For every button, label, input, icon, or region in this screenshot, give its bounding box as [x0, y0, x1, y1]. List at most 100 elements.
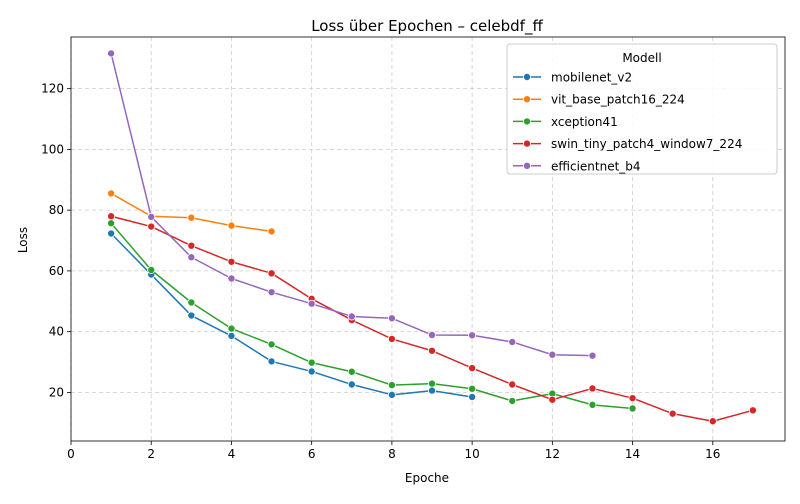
y-tick-label: 100 [41, 142, 64, 156]
data-point-swin-tiny-patch4-window7-224 [708, 417, 717, 426]
data-point-mobilenet-v2 [468, 392, 477, 401]
data-point-swin-tiny-patch4-window7-224 [628, 394, 637, 403]
plot-frame [70, 36, 786, 442]
data-point-vit-base-patch16-224 [227, 221, 236, 230]
data-point-mobilenet-v2 [267, 357, 276, 366]
data-point-xception41 [628, 404, 637, 413]
data-point-xception41 [387, 381, 396, 390]
y-tick-label: 80 [49, 203, 64, 217]
y-tick-label: 120 [41, 82, 64, 96]
data-point-efficientnet-b4 [387, 314, 396, 323]
x-tick-label: 10 [464, 447, 479, 461]
data-point-mobilenet-v2 [227, 331, 236, 340]
series-layer [107, 49, 757, 426]
data-point-swin-tiny-patch4-window7-224 [748, 406, 757, 415]
x-tick-label: 16 [705, 447, 720, 461]
data-point-efficientnet-b4 [107, 49, 116, 58]
data-point-xception41 [347, 367, 356, 376]
data-point-xception41 [468, 384, 477, 393]
data-point-swin-tiny-patch4-window7-224 [588, 384, 597, 393]
legend-swatch-marker [523, 95, 532, 104]
legend-label: xception41 [551, 115, 618, 129]
data-point-swin-tiny-patch4-window7-224 [267, 269, 276, 278]
data-point-efficientnet-b4 [227, 274, 236, 283]
data-point-swin-tiny-patch4-window7-224 [668, 409, 677, 418]
legend-swatch-marker [523, 117, 532, 126]
data-point-swin-tiny-patch4-window7-224 [428, 346, 437, 355]
x-tick-label: 6 [308, 447, 316, 461]
data-point-swin-tiny-patch4-window7-224 [508, 380, 517, 389]
data-point-efficientnet-b4 [588, 351, 597, 360]
legend-title: Modell [622, 51, 661, 65]
data-point-mobilenet-v2 [187, 311, 196, 320]
legend-item-xception41: xception41 [513, 115, 618, 129]
data-point-efficientnet-b4 [468, 331, 477, 340]
data-point-vit-base-patch16-224 [107, 189, 116, 198]
x-tick-label: 12 [545, 447, 560, 461]
data-point-mobilenet-v2 [347, 380, 356, 389]
y-tick-label: 40 [49, 325, 64, 339]
data-point-xception41 [588, 400, 597, 409]
x-tick-label: 0 [67, 447, 75, 461]
legend-box [506, 43, 778, 175]
legend-swatch-marker [523, 161, 532, 170]
series-line-xception41 [110, 222, 633, 410]
data-point-xception41 [428, 379, 437, 388]
data-point-xception41 [267, 340, 276, 349]
x-tick-label: 4 [228, 447, 236, 461]
data-point-efficientnet-b4 [428, 330, 437, 339]
legend-swatch-marker [523, 139, 532, 148]
data-point-efficientnet-b4 [187, 253, 196, 262]
legend: Modell mobilenet_v2 vit_base_patch16_224x… [506, 43, 778, 175]
chart-title: Loss über Epochen – celebdf_ff [311, 17, 543, 36]
data-point-xception41 [227, 324, 236, 333]
y-tick-label: 60 [49, 264, 64, 278]
data-point-vit-base-patch16-224 [187, 213, 196, 222]
legend-label: vit_base_patch16_224 [551, 93, 685, 107]
data-point-mobilenet-v2 [307, 367, 316, 376]
series-efficientnet-b4 [107, 49, 597, 360]
data-point-mobilenet-v2 [107, 229, 116, 238]
data-point-swin-tiny-patch4-window7-224 [548, 395, 557, 404]
data-point-swin-tiny-patch4-window7-224 [468, 364, 477, 373]
legend-item-vit-base-patch16-224: vit_base_patch16_224 [513, 93, 685, 107]
data-point-efficientnet-b4 [307, 299, 316, 308]
legend-item-swin-tiny-patch4-window7-224: swin_tiny_patch4_window7_224 [513, 137, 742, 151]
data-point-vit-base-patch16-224 [267, 227, 276, 236]
data-point-efficientnet-b4 [267, 288, 276, 297]
x-tick-label: 14 [625, 447, 640, 461]
legend-label: swin_tiny_patch4_window7_224 [551, 137, 742, 151]
data-point-efficientnet-b4 [548, 350, 557, 359]
legend-swatch-marker [523, 73, 532, 82]
data-point-xception41 [508, 396, 517, 405]
series-mobilenet-v2 [107, 229, 477, 401]
legend-label: mobilenet_v2 [551, 71, 632, 85]
x-axis-label: Epoche [405, 471, 449, 485]
data-point-xception41 [307, 358, 316, 367]
y-tick-label: 20 [49, 385, 64, 399]
data-point-xception41 [187, 298, 196, 307]
data-point-swin-tiny-patch4-window7-224 [387, 334, 396, 343]
data-point-mobilenet-v2 [387, 390, 396, 399]
legend-item-efficientnet-b4: efficientnet_b4 [513, 159, 641, 173]
data-point-swin-tiny-patch4-window7-224 [107, 212, 116, 221]
data-point-swin-tiny-patch4-window7-224 [187, 241, 196, 250]
x-tick-label: 2 [147, 447, 155, 461]
legend-item-mobilenet-v2: mobilenet_v2 [513, 71, 632, 85]
data-point-mobilenet-v2 [428, 386, 437, 395]
series-line-mobilenet-v2 [110, 233, 473, 398]
x-tick-label: 8 [388, 447, 396, 461]
data-point-swin-tiny-patch4-window7-224 [227, 257, 236, 266]
data-point-efficientnet-b4 [147, 212, 156, 221]
data-point-efficientnet-b4 [508, 337, 517, 346]
y-axis-label: Loss [16, 227, 30, 253]
data-point-efficientnet-b4 [347, 312, 356, 321]
axes: 0 2 4 6 8 10 12 14 16 20 40 60 80 100 120 [41, 36, 786, 461]
data-point-xception41 [147, 265, 156, 274]
data-point-xception41 [107, 219, 116, 228]
data-point-swin-tiny-patch4-window7-224 [147, 222, 156, 231]
series-xception41 [107, 219, 637, 413]
legend-items: mobilenet_v2 vit_base_patch16_224 xception… [513, 71, 742, 173]
